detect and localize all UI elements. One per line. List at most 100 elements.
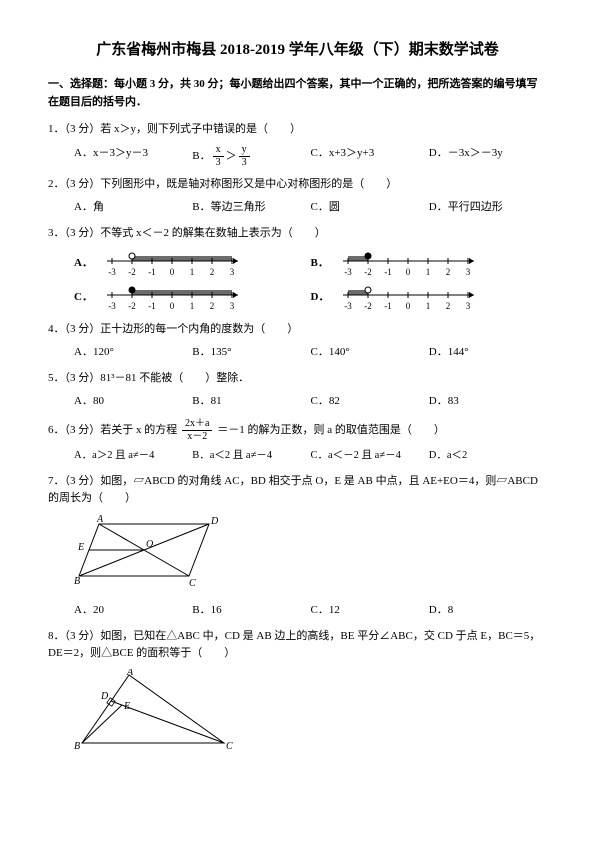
- q6-opt-C: C．a＜－2 且 a≠－4: [311, 448, 429, 465]
- svg-text:2: 2: [210, 267, 215, 277]
- svg-text:D: D: [100, 691, 109, 702]
- q6-options: A．a＞2 且 a≠－4 B．a＜2 且 a≠－4 C．a＜－2 且 a≠－4 …: [48, 448, 547, 465]
- svg-text:-3: -3: [345, 301, 353, 311]
- svg-text:0: 0: [406, 301, 411, 311]
- question-6: 6．（3 分）若关于 x 的方程 2x＋ax－2 ＝－1 的解为正数，则 a 的…: [48, 419, 547, 465]
- question-7: 7．（3 分）如图，▱ABCD 的对角线 AC，BD 相交于点 O，E 是 AB…: [48, 473, 547, 620]
- q4-options: A．120° B．135° C．140° D．144°: [48, 344, 547, 362]
- svg-text:0: 0: [170, 267, 175, 277]
- q6-opt-B: B．a＜2 且 a≠－4: [192, 448, 310, 465]
- svg-text:A: A: [126, 669, 134, 678]
- svg-text:1: 1: [190, 267, 195, 277]
- q2-text: 2．（3 分）下列图形中，既是轴对称图形又是中心对称图形的是（ ）: [48, 176, 547, 194]
- q1-text: 1．（3 分）若 x＞y，则下列式子中错误的是（ ）: [48, 121, 547, 139]
- svg-text:O: O: [146, 539, 153, 550]
- q1-opt-D: D．－3x＞－3y: [429, 145, 547, 168]
- section-header: 一、选择题：每小题 3 分，共 30 分；每小题给出四个答案，其中一个正确的，把…: [48, 76, 547, 111]
- q7-figure: A D B C O E: [48, 514, 547, 594]
- svg-text:-3: -3: [108, 301, 116, 311]
- svg-text:3: 3: [230, 267, 235, 277]
- frac-y3: y3: [239, 145, 250, 168]
- svg-text:3: 3: [230, 301, 235, 311]
- q4-text: 4．（3 分）正十边形的每一个内角的度数为（ ）: [48, 321, 547, 339]
- q5-opt-A: A．80: [74, 393, 192, 411]
- q5-text: 5．（3 分）81³－81 不能被（ ）整除．: [48, 370, 547, 388]
- svg-text:-3: -3: [345, 267, 353, 277]
- svg-text:2: 2: [210, 301, 215, 311]
- q2-opt-D: D．平行四边形: [429, 199, 547, 217]
- q3-opt-A-label: A．: [74, 249, 102, 279]
- page-title: 广东省梅州市梅县 2018-2019 学年八年级（下）期末数学试卷: [48, 38, 547, 62]
- q6-text-post: ＝－1 的解为正数，则 a 的取值范围是（ ）: [217, 424, 445, 436]
- svg-text:3: 3: [466, 267, 471, 277]
- q3-opt-C-line: -3-2-10123: [102, 283, 311, 313]
- q6-frac: 2x＋ax－2: [182, 419, 212, 442]
- svg-text:B: B: [74, 741, 80, 752]
- svg-text:D: D: [210, 516, 219, 527]
- q3-opt-D-label: D．: [311, 283, 339, 313]
- svg-text:1: 1: [190, 301, 195, 311]
- svg-text:E: E: [123, 701, 130, 712]
- q2-opt-C: C．圆: [311, 199, 429, 217]
- question-5: 5．（3 分）81³－81 不能被（ ）整除． A．80 B．81 C．82 D…: [48, 370, 547, 411]
- q6-opt-D: D．a＜2: [429, 448, 547, 465]
- q6-text: 6．（3 分）若关于 x 的方程 2x＋ax－2 ＝－1 的解为正数，则 a 的…: [48, 419, 547, 442]
- svg-text:-2: -2: [365, 301, 373, 311]
- q8-text: 8．（3 分）如图，已知在△ABC 中，CD 是 AB 边上的高线，BE 平分∠…: [48, 628, 547, 663]
- q4-opt-A: A．120°: [74, 344, 192, 362]
- question-3: 3．（3 分）不等式 x＜－2 的解集在数轴上表示为（ ） A． -3 -2 -1 0…: [48, 225, 547, 313]
- q1-B-label: B．: [192, 150, 210, 162]
- q2-options: A．角 B．等边三角形 C．圆 D．平行四边形: [48, 199, 547, 217]
- question-8: 8．（3 分）如图，已知在△ABC 中，CD 是 AB 边上的高线，BE 平分∠…: [48, 628, 547, 759]
- svg-text:-2: -2: [128, 301, 136, 311]
- svg-text:-2: -2: [365, 267, 373, 277]
- q7-opt-C: C．12: [311, 602, 429, 620]
- q4-opt-B: B．135°: [192, 344, 310, 362]
- svg-text:2: 2: [446, 267, 451, 277]
- q2-opt-B: B．等边三角形: [192, 199, 310, 217]
- question-4: 4．（3 分）正十边形的每一个内角的度数为（ ） A．120° B．135° C…: [48, 321, 547, 362]
- svg-text:C: C: [189, 578, 196, 589]
- q6-opt-A: A．a＞2 且 a≠－4: [74, 448, 192, 465]
- q1-opt-A: A．x－3＞y－3: [74, 145, 192, 168]
- q4-opt-C: C．140°: [311, 344, 429, 362]
- question-2: 2．（3 分）下列图形中，既是轴对称图形又是中心对称图形的是（ ） A．角 B．…: [48, 176, 547, 217]
- svg-text:1: 1: [426, 267, 431, 277]
- q5-opt-B: B．81: [192, 393, 310, 411]
- q1-opt-B: B．x3＞y3: [192, 145, 310, 168]
- svg-text:C: C: [226, 741, 233, 752]
- q7-opt-B: B．16: [192, 602, 310, 620]
- q3-opt-A-line: -3 -2 -1 0 1 2 3: [102, 249, 311, 279]
- svg-text:-1: -1: [385, 301, 393, 311]
- q3-opt-D-line: -3 -2 -1 0 1 2 3: [338, 283, 547, 313]
- svg-text:-2: -2: [128, 267, 136, 277]
- q1-opt-C: C．x+3＞y+3: [311, 145, 429, 168]
- q5-options: A．80 B．81 C．82 D．83: [48, 393, 547, 411]
- svg-text:-1: -1: [148, 301, 156, 311]
- svg-text:1: 1: [426, 301, 431, 311]
- q7-opt-D: D．8: [429, 602, 547, 620]
- q3-opt-B-label: B．: [311, 249, 339, 279]
- svg-text:-1: -1: [148, 267, 156, 277]
- svg-text:-3: -3: [108, 267, 116, 277]
- q5-opt-D: D．83: [429, 393, 547, 411]
- svg-text:-1: -1: [385, 267, 393, 277]
- parallelogram-diagram: A D B C O E: [74, 514, 224, 594]
- q1-options: A．x－3＞y－3 B．x3＞y3 C．x+3＞y+3 D．－3x＞－3y: [48, 145, 547, 168]
- q3-text: 3．（3 分）不等式 x＜－2 的解集在数轴上表示为（ ）: [48, 225, 547, 243]
- q4-opt-D: D．144°: [429, 344, 547, 362]
- svg-text:B: B: [74, 576, 80, 587]
- svg-text:0: 0: [406, 267, 411, 277]
- svg-text:A: A: [96, 514, 104, 525]
- q3-opt-B-line: -3 -2 -1 0 1 2 3: [338, 249, 547, 279]
- q6-text-pre: 6．（3 分）若关于 x 的方程: [48, 424, 177, 436]
- svg-text:3: 3: [466, 301, 471, 311]
- q7-text: 7．（3 分）如图，▱ABCD 的对角线 AC，BD 相交于点 O，E 是 AB…: [48, 473, 547, 508]
- q5-opt-C: C．82: [311, 393, 429, 411]
- q7-options: A．20 B．16 C．12 D．8: [48, 602, 547, 620]
- question-1: 1．（3 分）若 x＞y，则下列式子中错误的是（ ） A．x－3＞y－3 B．x…: [48, 121, 547, 168]
- q3-numberlines: A． -3 -2 -1 0 1 2 3 B． -3 -2 -1 0 1 2 3 C． -3 -2 -1 0 1 2…: [48, 249, 547, 313]
- svg-text:2: 2: [446, 301, 451, 311]
- svg-text:E: E: [77, 542, 84, 553]
- q3-opt-C-label: C．: [74, 283, 102, 313]
